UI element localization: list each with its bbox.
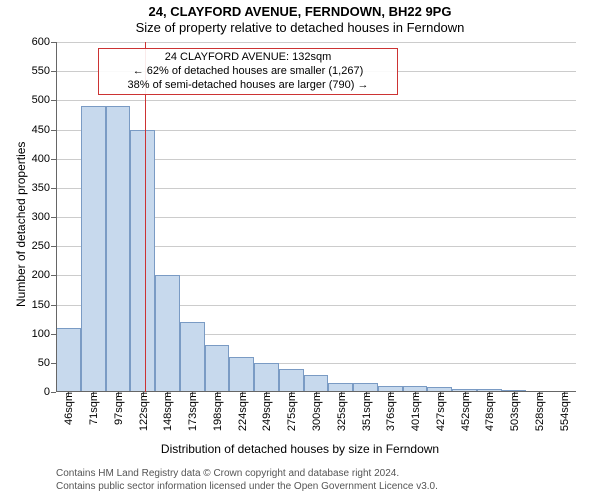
x-tick-label: 452sqm <box>458 392 472 431</box>
y-tick-label: 0 <box>44 386 56 398</box>
histogram-bar <box>56 328 81 392</box>
y-axis-label: Number of detached properties <box>14 142 28 307</box>
x-tick-label: 376sqm <box>383 392 397 431</box>
y-tick-label: 200 <box>32 269 56 281</box>
histogram-bar <box>180 322 205 392</box>
y-tick-label: 400 <box>32 153 56 165</box>
histogram-bar <box>130 130 155 393</box>
x-tick-label: 325sqm <box>334 392 348 431</box>
chart-container: 24, CLAYFORD AVENUE, FERNDOWN, BH22 9PG … <box>0 0 600 500</box>
y-tick-label: 450 <box>32 124 56 136</box>
attribution-line-2: Contains public sector information licen… <box>56 481 600 494</box>
y-tick-label: 250 <box>32 240 56 252</box>
x-tick-label: 401sqm <box>408 392 422 431</box>
page-title: 24, CLAYFORD AVENUE, FERNDOWN, BH22 9PG <box>0 4 600 19</box>
x-axis-line <box>56 391 576 392</box>
histogram-bar <box>304 375 329 393</box>
x-tick-label: 503sqm <box>507 392 521 431</box>
annotation-line: ← 62% of detached houses are smaller (1,… <box>105 65 391 79</box>
attribution-line-1: Contains HM Land Registry data © Crown c… <box>56 468 600 481</box>
y-tick-label: 300 <box>32 211 56 223</box>
y-tick-label: 600 <box>32 36 56 48</box>
x-tick-label: 554sqm <box>557 392 571 431</box>
x-tick-label: 198sqm <box>210 392 224 431</box>
x-tick-label: 528sqm <box>532 392 546 431</box>
histogram-bar <box>155 275 180 392</box>
histogram-bar <box>279 369 304 392</box>
attribution-block: Contains HM Land Registry data © Crown c… <box>56 468 600 493</box>
annotation-line: 24 CLAYFORD AVENUE: 132sqm <box>105 51 391 65</box>
histogram-bar <box>205 345 230 392</box>
histogram-bar <box>106 106 131 392</box>
x-tick-label: 97sqm <box>111 392 125 425</box>
x-tick-label: 148sqm <box>160 392 174 431</box>
x-tick-label: 478sqm <box>482 392 496 431</box>
x-tick-label: 122sqm <box>136 392 150 431</box>
annotation-line: 38% of semi-detached houses are larger (… <box>105 79 391 93</box>
y-tick-label: 550 <box>32 65 56 77</box>
y-tick-label: 350 <box>32 182 56 194</box>
page-subtitle: Size of property relative to detached ho… <box>0 20 600 35</box>
x-tick-label: 71sqm <box>86 392 100 425</box>
x-tick-label: 46sqm <box>61 392 75 425</box>
histogram-bar <box>229 357 254 392</box>
y-tick-label: 150 <box>32 299 56 311</box>
grid-line <box>56 42 576 43</box>
histogram-bar <box>81 106 106 392</box>
histogram-bar <box>254 363 279 392</box>
marker-annotation: 24 CLAYFORD AVENUE: 132sqm← 62% of detac… <box>98 48 398 95</box>
x-tick-label: 249sqm <box>259 392 273 431</box>
x-axis-label: Distribution of detached houses by size … <box>0 442 600 456</box>
grid-line <box>56 100 576 101</box>
plot-area: 05010015020025030035040045050055060046sq… <box>56 42 576 392</box>
y-tick-label: 500 <box>32 94 56 106</box>
y-axis-line <box>56 42 57 392</box>
x-tick-label: 351sqm <box>359 392 373 431</box>
x-tick-label: 224sqm <box>235 392 249 431</box>
x-tick-label: 427sqm <box>433 392 447 431</box>
y-tick-label: 50 <box>38 357 56 369</box>
y-tick-label: 100 <box>32 328 56 340</box>
x-tick-label: 173sqm <box>185 392 199 431</box>
x-tick-label: 300sqm <box>309 392 323 431</box>
x-tick-label: 275sqm <box>284 392 298 431</box>
